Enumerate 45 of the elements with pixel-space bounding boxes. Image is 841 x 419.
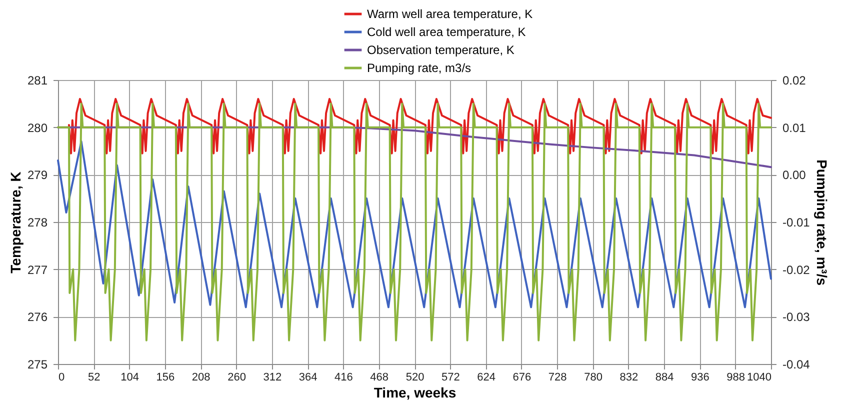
x-tick-label: 884 <box>655 372 674 384</box>
x-tick-label: 364 <box>298 372 318 384</box>
x-tick-label: 1040 <box>747 372 772 384</box>
x-axis-title: Time, weeks <box>374 384 456 400</box>
line-series <box>68 98 772 154</box>
y2-tick-label: -0.03 <box>782 310 810 324</box>
y-tick-label: 276 <box>27 310 48 324</box>
x-tick-label: 988 <box>726 372 746 384</box>
x-tick-label: 52 <box>88 372 100 384</box>
y2-tick-label: -0.04 <box>782 358 810 372</box>
x-tick-label: 416 <box>334 372 353 384</box>
y-tick-label: 281 <box>27 74 48 88</box>
y2-tick-label: 0.00 <box>782 168 806 182</box>
x-tick-label: 728 <box>548 372 567 384</box>
y2-tick-label: 0.01 <box>782 120 806 135</box>
y-axis-title: Temperature, K <box>7 172 24 274</box>
x-tick-label: 624 <box>477 372 496 384</box>
y-tick-label: 278 <box>27 216 48 230</box>
legend-label: Warm well area temperature, K <box>367 7 533 21</box>
line-series <box>57 102 772 342</box>
y2-axis-title: Pumping rate, m³/s <box>814 159 830 286</box>
x-tick-label: 780 <box>584 372 602 384</box>
x-tick-label: 832 <box>620 372 638 384</box>
legend-label: Cold well area temperature, K <box>367 25 526 39</box>
x-tick-label: 676 <box>512 372 532 384</box>
y2-tick-label: -0.02 <box>782 262 810 277</box>
x-tick-label: 104 <box>120 372 139 384</box>
line-series <box>57 140 772 308</box>
x-tick-label: 208 <box>192 372 210 384</box>
x-tick-label: 520 <box>406 372 424 384</box>
legend-label: Pumping rate, m3/s <box>367 61 472 75</box>
x-tick-label: 260 <box>228 372 246 384</box>
x-tick-label: 0 <box>58 372 65 384</box>
x-tick-label: 572 <box>441 372 460 384</box>
legend-label: Observation temperature, K <box>367 43 514 57</box>
y-tick-label: 280 <box>27 120 48 135</box>
y-tick-label: 279 <box>27 168 48 182</box>
y2-tick-label: -0.01 <box>782 216 810 230</box>
x-tick-label: 468 <box>370 372 389 384</box>
y2-tick-label: 0.02 <box>782 74 806 88</box>
y-tick-label: 275 <box>27 358 48 372</box>
x-tick-label: 156 <box>156 372 175 384</box>
x-tick-label: 936 <box>691 372 710 384</box>
x-tick-label: 312 <box>263 372 282 384</box>
y-tick-label: 277 <box>27 262 48 277</box>
